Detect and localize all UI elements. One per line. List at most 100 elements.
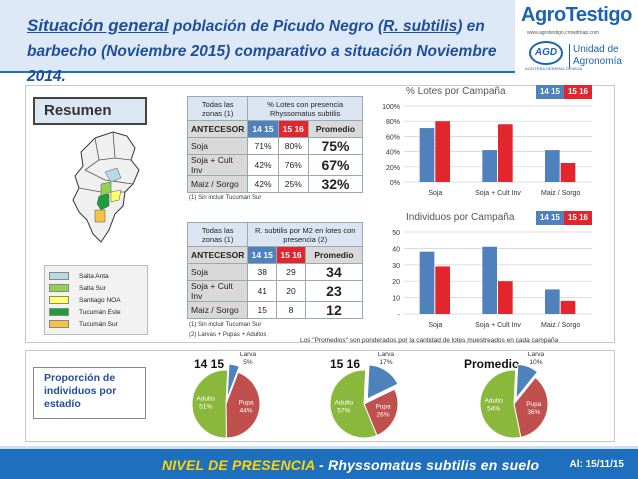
pie-slice-pct: 36% bbox=[527, 409, 540, 416]
legend-swatch bbox=[49, 284, 69, 292]
cell-value: 71% bbox=[247, 137, 279, 155]
cell-average: 23 bbox=[304, 280, 364, 302]
cell-value: 29 bbox=[276, 263, 306, 281]
pie-slice-pct: 54% bbox=[487, 406, 500, 413]
table-row: Soja + Cult Inv 41 20 23 bbox=[186, 280, 364, 302]
y-tick-label: - bbox=[398, 312, 401, 319]
y-tick-label: 40% bbox=[386, 150, 400, 157]
legend-label: Santiago NOA bbox=[79, 296, 121, 304]
cell-value: 41 bbox=[247, 280, 278, 302]
x-tick-label: Maiz / Sorgo bbox=[541, 322, 580, 329]
pie3-title: Promedio bbox=[464, 357, 520, 371]
chart2-legend-1516: 15 16 bbox=[564, 211, 592, 225]
cell-value: 42% bbox=[247, 154, 279, 176]
title-text: población de Picudo Negro ( bbox=[168, 18, 384, 35]
map-zone-salta-anta bbox=[104, 167, 122, 183]
promedio-note: Los "Promedios" son ponderados por la ca… bbox=[300, 337, 559, 344]
slide-title: Situación general población de Picudo Ne… bbox=[27, 13, 507, 89]
resumen-label: Resumen bbox=[33, 97, 147, 125]
table1-antecesor: ANTECESOR bbox=[186, 120, 249, 138]
pie1-title: 14 15 bbox=[194, 357, 225, 371]
pie-slice-label: Adulto bbox=[196, 396, 215, 403]
pie-slice-label: Pupa bbox=[526, 401, 542, 408]
pie-slice-pupa bbox=[513, 376, 549, 438]
table-individuos-m2: Todas las zonas (1) R. subtilis por M2 e… bbox=[186, 222, 364, 319]
table1-zones-label: Todas las zonas bbox=[201, 99, 234, 118]
footer-title-highlight: NIVEL DE PRESENCIA bbox=[162, 457, 315, 473]
legend-item: Salta Sur bbox=[49, 282, 143, 294]
cell-average: 12 bbox=[304, 301, 364, 319]
title-species: R. subtilis bbox=[383, 18, 458, 35]
table-row: Maiz / Sorgo 42% 25% 32% bbox=[186, 175, 364, 193]
pie-slice-larva bbox=[226, 363, 240, 399]
pie-slice-larva bbox=[515, 363, 539, 400]
table2-footnote-2: (2) Larvas + Pupas + Adultos bbox=[189, 332, 267, 338]
agd-logo: AGD bbox=[529, 41, 563, 65]
pie-slice-larva bbox=[366, 364, 399, 400]
footer-date: Al: 15/11/15 bbox=[569, 459, 624, 470]
proportion-frame bbox=[25, 350, 615, 442]
y-tick-label: 20 bbox=[392, 279, 400, 286]
bar-1415 bbox=[419, 128, 435, 182]
bar-1516 bbox=[498, 281, 513, 314]
legend-swatch bbox=[49, 272, 69, 280]
cell-average: 67% bbox=[307, 154, 364, 176]
header-banner: Situación general población de Picudo Ne… bbox=[0, 0, 515, 85]
row-label: Maiz / Sorgo bbox=[186, 301, 249, 319]
logo-url: www.agrotestigo.crowdmap.com bbox=[527, 30, 599, 36]
pie-slice-adulto bbox=[191, 369, 229, 439]
title-main: Situación general bbox=[27, 16, 169, 35]
table1-zones-header: Todas las zonas (1) bbox=[186, 96, 249, 121]
pie-slice-pct: 17% bbox=[379, 359, 392, 366]
pie-slice-label: Larva bbox=[378, 352, 395, 358]
chart-individuos: - 10 20 30 40 50 Soja Soja + Cult Inv Maiz / Sor… bbox=[392, 230, 592, 329]
map-legend: Salta Anta Salta Sur Santiago NOA Tucumán E… bbox=[44, 265, 148, 335]
legend-swatch bbox=[49, 296, 69, 304]
map-province-lines bbox=[78, 131, 134, 193]
table2-col-1415: 14 15 bbox=[247, 246, 278, 264]
table2-antecesor: ANTECESOR bbox=[186, 246, 249, 264]
pie-slice-label: Pupa bbox=[238, 400, 254, 407]
cell-average: 75% bbox=[307, 137, 364, 155]
bar-1516 bbox=[560, 163, 576, 182]
bar-1516 bbox=[435, 266, 450, 314]
pie-slice-pct: 5% bbox=[243, 359, 253, 366]
footer-bar: NIVEL DE PRESENCIA - Rhyssomatus subtili… bbox=[0, 446, 638, 479]
cell-value: 15 bbox=[247, 301, 278, 319]
y-tick-label: 80% bbox=[386, 119, 400, 126]
agd-subtitle: ACEITERA GENERAL DEHEZA bbox=[525, 66, 583, 71]
map-zone-santiago-noa bbox=[110, 189, 122, 203]
legend-item: Salta Anta bbox=[49, 270, 143, 282]
legend-item: Santiago NOA bbox=[49, 294, 143, 306]
chart-lotes: 0% 20% 40% 60% 80% 100% Soja Soja + Cult Inv Mai… bbox=[382, 104, 592, 197]
pie-slice-label: Larva bbox=[528, 352, 545, 358]
agrotestigo-logo: AgroTestigo www.agrotestigo.crowdmap.com… bbox=[515, 0, 638, 78]
y-tick-label: 10 bbox=[392, 296, 400, 303]
bar-1415 bbox=[482, 246, 497, 314]
cell-average: 32% bbox=[307, 175, 364, 193]
pie-slice-label: Larva bbox=[240, 352, 257, 358]
pie-slice-pct: 10% bbox=[529, 359, 542, 366]
chart2-title: Individuos por Campaña bbox=[406, 212, 515, 223]
summary-frame bbox=[25, 85, 615, 343]
pie2-title: 15 16 bbox=[330, 357, 361, 371]
chart2-legend-1415: 14 15 bbox=[536, 211, 564, 225]
legend-label: Tucumán Este bbox=[79, 308, 121, 316]
table-row: Soja + Cult Inv 42% 76% 67% bbox=[186, 154, 364, 176]
row-label: Maiz / Sorgo bbox=[186, 175, 249, 193]
table1-footnote: (1) Sin incluir Tucuman Sur bbox=[189, 195, 262, 201]
table2-col-promedio: Promedio bbox=[304, 246, 364, 264]
legend-swatch bbox=[49, 320, 69, 328]
unit-label: Unidad de Agronomía bbox=[573, 44, 622, 67]
bar-1415 bbox=[482, 150, 497, 182]
legend-item: Tucumán Sur bbox=[49, 318, 143, 330]
cell-value: 80% bbox=[277, 137, 309, 155]
y-tick-label: 100% bbox=[382, 104, 400, 111]
table1-metric-header: % Lotes con presencia Rhyssomatus subtil… bbox=[247, 96, 363, 121]
logo-wordmark: AgroTestigo bbox=[521, 4, 632, 26]
table2-metric-header: R. subtilis por M2 en lotes con presenci… bbox=[247, 222, 363, 247]
y-tick-label: 60% bbox=[386, 134, 400, 141]
pie-slice-pct: 51% bbox=[199, 404, 212, 411]
